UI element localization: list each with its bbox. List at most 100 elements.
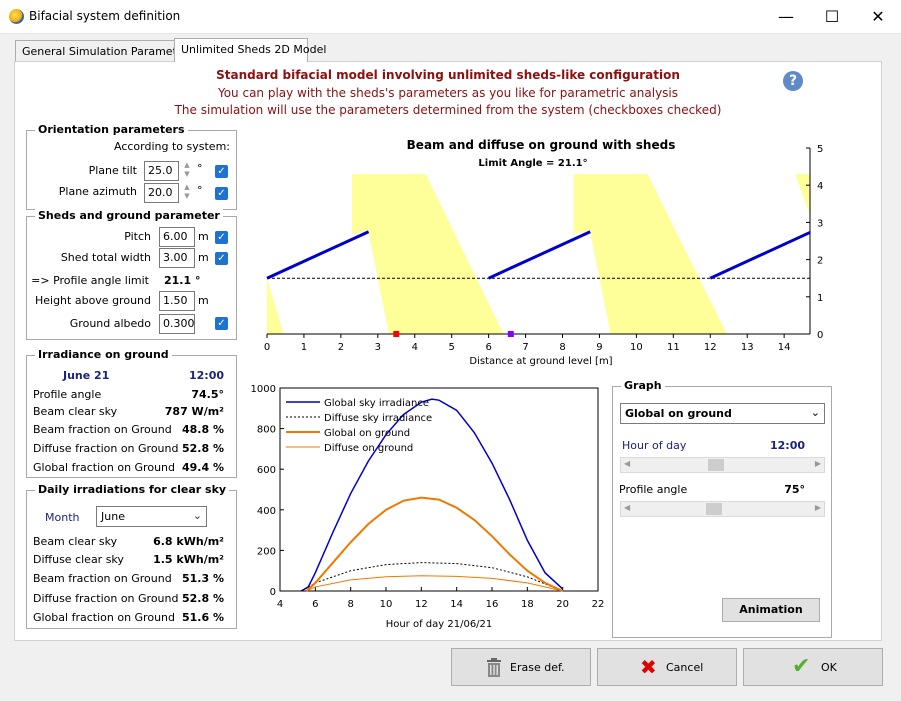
- diagram-x-tick-label: 14: [778, 342, 791, 353]
- diagram-y-tick-label: 1: [817, 293, 823, 304]
- series-line: [306, 575, 563, 592]
- profile-slider-thumb[interactable]: [706, 503, 723, 515]
- cancel-button[interactable]: ✖ Cancel: [597, 648, 737, 686]
- chevron-down-icon: ⌄: [192, 509, 202, 522]
- daily-row-label: Beam clear sky: [33, 535, 118, 548]
- irr-row-label: Diffuse fraction on Ground: [33, 442, 179, 455]
- tilt-unit: °: [197, 162, 203, 175]
- tab-unlimited-sheds[interactable]: Unlimited Sheds 2D Model: [174, 38, 326, 62]
- diagram-x-tick-label: 6: [485, 342, 491, 353]
- daily-group: Daily irradiations for clear sky Month J…: [26, 483, 237, 629]
- azimuth-spinner[interactable]: ▲ ▼: [184, 183, 190, 200]
- hour-slider[interactable]: ◀ ▶: [620, 457, 825, 473]
- shed-line: [709, 231, 811, 280]
- azimuth-checkbox[interactable]: ✓: [215, 187, 228, 200]
- legend-label: Diffuse sky irradiance: [324, 413, 432, 424]
- width-label: Shed total width: [60, 251, 151, 264]
- series-line: [300, 562, 563, 592]
- chart-y-tick-label: 600: [257, 465, 276, 476]
- irr-row-value: 48.8 %: [182, 423, 224, 436]
- graph-profile-label: Profile angle: [619, 483, 688, 496]
- chart-y-tick-label: 800: [257, 425, 276, 436]
- pitch-input[interactable]: 6.00: [159, 227, 195, 247]
- month-select[interactable]: June ⌄: [96, 506, 207, 527]
- animation-button[interactable]: Animation: [722, 598, 820, 622]
- diagram-x-tick-label: 10: [630, 342, 643, 353]
- irradiance-group: Irradiance on ground June 21 12:00 Profi…: [26, 348, 237, 478]
- daily-row-value: 6.8 kWh/m²: [153, 535, 224, 548]
- minimize-icon[interactable]: —: [778, 7, 794, 26]
- slider-right-arrow-icon[interactable]: ▶: [814, 503, 821, 512]
- diagram-y-tick-label: 5: [817, 144, 823, 155]
- diagram-x-tick-label: 3: [375, 342, 381, 353]
- chart-x-tick-label: 22: [592, 599, 605, 610]
- irr-row-value: 787 W/m²: [164, 405, 224, 418]
- shed-line: [266, 230, 370, 280]
- albedo-input[interactable]: 0.300: [159, 314, 195, 334]
- cancel-x-icon: ✖: [640, 655, 657, 679]
- chart-x-tick-label: 8: [347, 599, 353, 610]
- legend-label: Diffuse on ground: [324, 443, 413, 454]
- series-line: [300, 398, 564, 592]
- erase-button[interactable]: Erase def.: [451, 648, 591, 686]
- shed-line: [488, 230, 591, 280]
- azimuth-input[interactable]: 20.0: [144, 183, 179, 203]
- title-bar: Bifacial system definition — ☐ ✕: [0, 0, 901, 34]
- month-value: June: [101, 510, 125, 523]
- maximize-icon[interactable]: ☐: [824, 7, 840, 26]
- tilt-checkbox[interactable]: ✓: [215, 165, 228, 178]
- ok-button[interactable]: ✔ OK: [743, 648, 883, 686]
- irr-row-label: Global fraction on Ground: [33, 461, 175, 474]
- chart-y-tick-label: 400: [257, 506, 276, 517]
- albedo-checkbox[interactable]: ✓: [215, 317, 228, 330]
- tilt-label: Plane tilt: [88, 164, 137, 177]
- header-subtitle: You can play with the sheds's parameters…: [217, 86, 679, 100]
- daily-row-value: 51.6 %: [182, 611, 224, 624]
- diagram-x-tick-label: 12: [704, 342, 717, 353]
- irradiance-chart: 4 6 8 10 12 14 16 18 20 22 0 200 400 600 800 1000 Globa…: [251, 384, 605, 630]
- trash-icon: [487, 658, 501, 677]
- slider-left-arrow-icon[interactable]: ◀: [624, 503, 631, 512]
- pitch-checkbox[interactable]: ✓: [215, 231, 228, 244]
- tilt-input[interactable]: 25.0: [144, 161, 179, 181]
- shadow-polygon: [351, 174, 504, 334]
- diagram-y-tick-label: 3: [817, 218, 823, 229]
- diagram-x-tick-label: 11: [667, 342, 680, 353]
- azimuth-label: Plane azimuth: [58, 185, 137, 198]
- diagram-title: Beam and diffuse on ground with sheds: [407, 138, 676, 152]
- hour-label: Hour of day: [622, 439, 687, 452]
- series-line: [305, 496, 564, 592]
- close-icon[interactable]: ✕: [871, 7, 885, 26]
- ok-label: OK: [821, 661, 837, 674]
- daily-row-label: Beam fraction on Ground: [33, 572, 172, 585]
- irradiance-date: June 21: [63, 369, 110, 382]
- graph-select[interactable]: Global on ground ⌄: [620, 403, 825, 424]
- chart-x-tick-label: 6: [312, 599, 318, 610]
- tilt-spinner[interactable]: ▲ ▼: [184, 161, 190, 178]
- daily-row-label: Global fraction on Ground: [33, 611, 175, 624]
- diagram-x-tick-label: 5: [449, 342, 455, 353]
- according-label: According to system:: [114, 140, 230, 153]
- profile-slider[interactable]: ◀ ▶: [620, 501, 825, 517]
- width-input[interactable]: 3.00: [159, 248, 195, 268]
- diagram-x-tick-label: 1: [301, 342, 307, 353]
- slider-right-arrow-icon[interactable]: ▶: [814, 459, 821, 468]
- cancel-label: Cancel: [666, 661, 704, 674]
- chart-x-tick-label: 12: [415, 599, 428, 610]
- height-input[interactable]: 1.50: [159, 291, 195, 311]
- irr-row-label: Profile angle: [33, 388, 102, 401]
- chart-x-tick-label: 10: [380, 599, 393, 610]
- irr-row-value: 52.8 %: [182, 442, 224, 455]
- diagram-y-tick-label: 2: [817, 256, 823, 267]
- chart-x-tick-label: 20: [556, 599, 569, 610]
- help-icon[interactable]: ?: [783, 71, 803, 91]
- width-checkbox[interactable]: ✓: [215, 252, 228, 265]
- irr-row-label: Beam clear sky: [33, 405, 118, 418]
- azimuth-unit: °: [197, 184, 203, 197]
- hour-slider-thumb[interactable]: [707, 459, 724, 471]
- position-marker: [393, 331, 400, 337]
- shadow-polygon: [795, 174, 810, 215]
- slider-left-arrow-icon[interactable]: ◀: [624, 459, 631, 468]
- albedo-label: Ground albedo: [69, 317, 151, 330]
- tab-general-simulation[interactable]: General Simulation Parameters: [15, 40, 194, 61]
